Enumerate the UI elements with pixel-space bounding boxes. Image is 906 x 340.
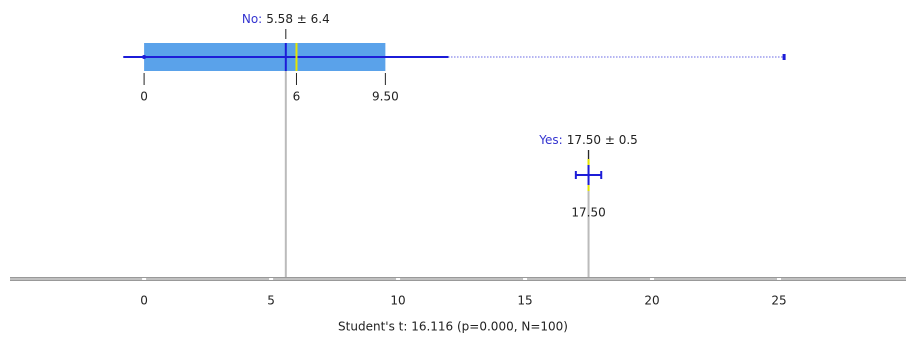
value-label: 0 [140,90,148,104]
x-tick-label: 10 [390,294,405,308]
group-name: No: [242,12,262,26]
value-label: 17.50 [571,206,605,220]
min-mark [142,55,147,59]
group-title: Yes: 17.50 ± 0.5 [538,133,638,147]
x-tick-label: 15 [517,294,532,308]
x-tick-label: 25 [771,294,786,308]
group-title: No: 5.58 ± 6.4 [242,12,330,26]
axis-label: Student's t: 16.116 (p=0.000, N=100) [338,320,568,334]
group-stat: 17.50 ± 0.5 [567,133,638,147]
x-tick-label: 20 [644,294,659,308]
value-label: 9.50 [372,90,399,104]
value-label: 6 [293,90,301,104]
x-tick-label: 0 [140,294,148,308]
x-tick-label: 5 [267,294,275,308]
group-name: Yes: [538,133,562,147]
group-stat: 5.58 ± 6.4 [266,12,330,26]
max-mark [782,54,786,60]
